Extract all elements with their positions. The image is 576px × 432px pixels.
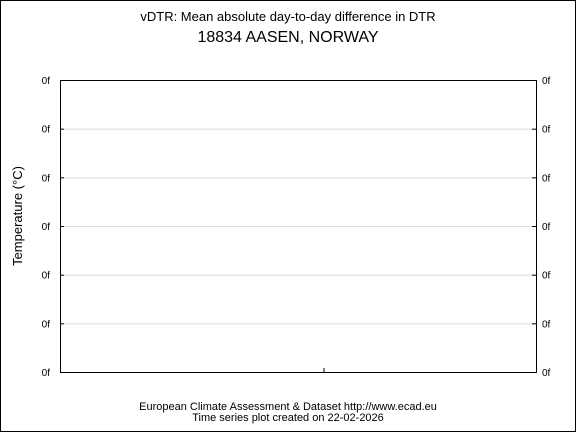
chart-title: vDTR: Mean absolute day-to-day differenc… — [140, 9, 435, 24]
y-tick-label: 0f — [42, 76, 51, 87]
y-tick-label: 0f — [542, 173, 551, 184]
y-axis-label: Temperature (°C) — [10, 166, 25, 266]
y-tick-label: 0f — [542, 125, 551, 136]
y-axis-right: 0f 0f 0f 0f 0f 0f 0f — [532, 76, 551, 379]
footer-source: European Climate Assessment & Dataset ht… — [139, 401, 437, 413]
y-tick-label: 0f — [42, 125, 51, 136]
gridlines — [60, 128, 536, 325]
y-tick-label: 0f — [42, 319, 51, 330]
y-axis-left: 0f 0f 0f 0f 0f 0f 0f — [42, 76, 64, 379]
y-tick-label: 0f — [542, 76, 551, 87]
y-tick-label: 0f — [542, 319, 551, 330]
footer-created: Time series plot created on 22-02-2026 — [192, 412, 384, 424]
chart-subtitle: 18834 AASEN, NORWAY — [197, 29, 378, 46]
y-tick-label: 0f — [42, 271, 51, 282]
y-tick-label: 0f — [542, 368, 551, 379]
y-tick-label: 0f — [42, 173, 51, 184]
y-tick-label: 0f — [542, 271, 551, 282]
y-tick-label: 0f — [542, 222, 551, 233]
y-tick-label: 0f — [42, 222, 51, 233]
y-tick-label: 0f — [42, 368, 51, 379]
